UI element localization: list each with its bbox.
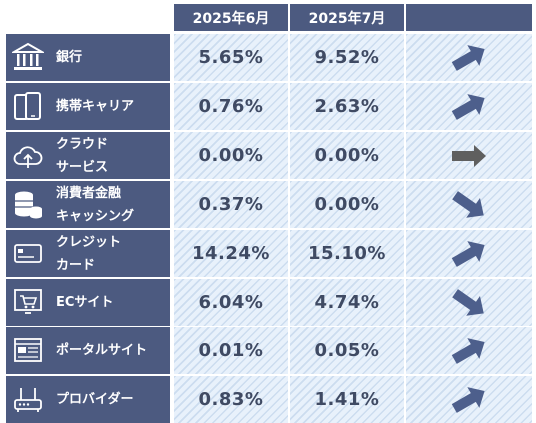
value-jul: 0.00% xyxy=(290,181,404,228)
trend-arrow-cell xyxy=(406,83,532,130)
down-arrow-icon xyxy=(452,190,484,218)
flat-arrow-icon xyxy=(452,144,486,167)
row-label-cell: 携帯キャリア xyxy=(6,83,170,130)
row-label-cell: クラウド サービス xyxy=(6,132,170,179)
value-jun: 5.65% xyxy=(174,34,288,81)
table-row: クラウド サービス 0.00% 0.00% xyxy=(0,132,536,179)
value-jul: 4.74% xyxy=(290,279,404,326)
web-browser-icon xyxy=(12,335,44,366)
table-row: クレジット カード 14.24% 15.10% xyxy=(0,230,536,277)
table-row: 銀行 5.65% 9.52% xyxy=(0,34,536,81)
row-label: クラウド サービス xyxy=(56,136,109,175)
row-label-cell: ECサイト xyxy=(6,279,170,326)
table-row: 消費者金融 キャッシング 0.37% 0.00% xyxy=(0,181,536,228)
value-jun: 0.83% xyxy=(174,376,288,423)
value-jun: 0.37% xyxy=(174,181,288,228)
row-label: 携帯キャリア xyxy=(56,99,135,114)
row-label-cell: ポータルサイト xyxy=(6,327,170,374)
table-row: プロバイダー 0.83% 1.41% xyxy=(0,376,536,423)
value-jul: 0.05% xyxy=(290,327,404,374)
value-jun: 0.76% xyxy=(174,83,288,130)
up-arrow-icon xyxy=(451,93,485,120)
value-jun: 0.00% xyxy=(174,132,288,179)
column-header-trend xyxy=(406,4,532,31)
column-header-jun: 2025年6月 xyxy=(174,4,288,31)
value-jul: 2.63% xyxy=(290,83,404,130)
up-arrow-icon xyxy=(451,240,485,267)
value-jun: 6.04% xyxy=(174,279,288,326)
up-arrow-icon xyxy=(451,337,485,364)
mobile-phone-icon xyxy=(12,91,44,122)
trend-arrow-cell xyxy=(406,376,532,423)
trend-arrow-cell xyxy=(406,34,532,81)
row-label-cell: 消費者金融 キャッシング xyxy=(6,181,170,228)
bank-icon xyxy=(10,42,46,73)
row-label: クレジット カード xyxy=(56,234,122,273)
value-jul: 9.52% xyxy=(290,34,404,81)
table-row: 携帯キャリア 0.76% 2.63% xyxy=(0,83,536,130)
trend-arrow-cell xyxy=(406,279,532,326)
shopping-cart-icon xyxy=(12,287,44,318)
row-label-cell: クレジット カード xyxy=(6,230,170,277)
trend-arrow-cell xyxy=(406,181,532,228)
column-header-jul: 2025年7月 xyxy=(290,4,404,31)
coins-icon xyxy=(12,189,44,220)
up-arrow-icon xyxy=(451,44,485,71)
up-arrow-icon xyxy=(451,386,485,413)
row-label: プロバイダー xyxy=(56,392,134,407)
value-jul: 15.10% xyxy=(290,230,404,277)
trend-arrow-cell xyxy=(406,230,532,277)
row-label: 消費者金融 キャッシング xyxy=(56,185,135,224)
row-label-cell: 銀行 xyxy=(6,34,170,81)
row-label: ECサイト xyxy=(56,295,114,310)
down-arrow-icon xyxy=(452,288,484,316)
row-label: 銀行 xyxy=(56,50,83,65)
value-jun: 14.24% xyxy=(174,230,288,277)
trend-arrow-cell xyxy=(406,132,532,179)
credit-card-icon xyxy=(12,238,44,269)
row-label-cell: プロバイダー xyxy=(6,376,170,423)
router-icon xyxy=(12,384,44,415)
cloud-upload-icon xyxy=(12,140,44,171)
table-row: ポータルサイト 0.01% 0.05% xyxy=(0,327,536,374)
value-jul: 0.00% xyxy=(290,132,404,179)
value-jul: 1.41% xyxy=(290,376,404,423)
trend-arrow-cell xyxy=(406,327,532,374)
row-label: ポータルサイト xyxy=(56,343,148,358)
value-jun: 0.01% xyxy=(174,327,288,374)
table-row: ECサイト 6.04% 4.74% xyxy=(0,279,536,326)
